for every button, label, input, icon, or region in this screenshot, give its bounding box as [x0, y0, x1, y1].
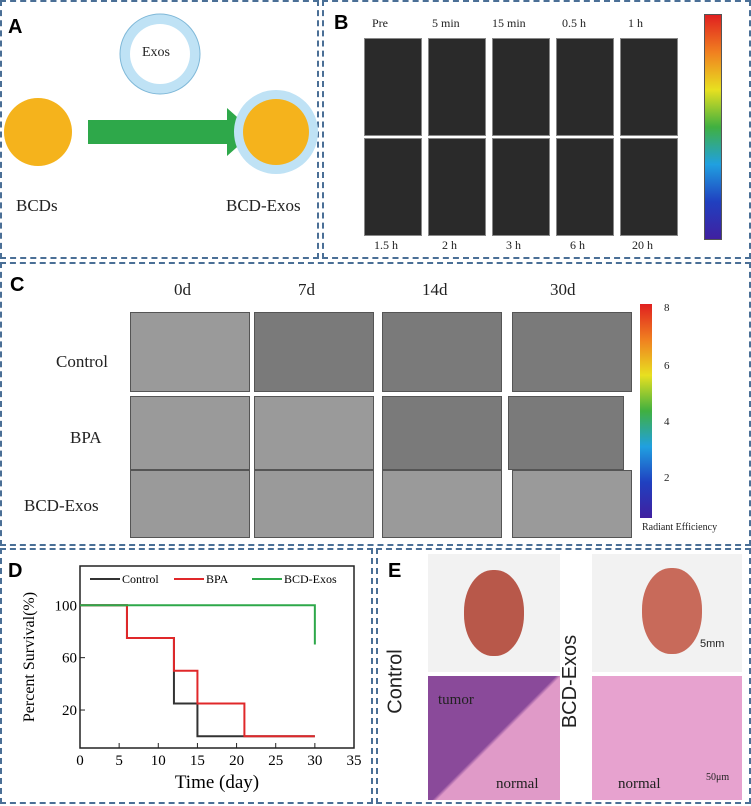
mouse-image: [428, 38, 486, 136]
mouse-image: [130, 312, 250, 392]
colorbar-tick: 4: [664, 416, 670, 428]
mouse-image: [492, 138, 550, 236]
survival-chart: 0 5 10 15 20 25 30 35 20 60 100 Time (day) Percent S…: [21, 565, 362, 793]
mouse-image: [254, 396, 374, 470]
mouse-image: [130, 396, 250, 470]
time-label: 2 h: [442, 238, 457, 252]
y-tick-label: 100: [55, 598, 78, 614]
colorbar-tick: 6: [664, 360, 670, 372]
panel-d: D 0 5 10 15 20 25 30 35 20 60 100 Time (day) Percent…: [0, 548, 373, 804]
time-label: 20 h: [632, 238, 653, 252]
exos-label: Exos: [142, 45, 170, 60]
x-tick-label: 10: [151, 753, 166, 769]
mouse-image: [130, 470, 250, 538]
x-tick-label: 25: [268, 753, 283, 769]
time-label: 6 h: [570, 238, 585, 252]
panel-c: C 0d 7d 14d 30d Control BPA BCD-Exos 8 6…: [0, 262, 751, 546]
series-line-bpa: [80, 604, 315, 738]
day-label: 7d: [298, 280, 315, 299]
x-tick-label: 20: [229, 753, 244, 769]
mouse-image: [364, 38, 422, 136]
mouse-image: [492, 38, 550, 136]
x-tick-label: 5: [115, 753, 123, 769]
he-stain-bcd-exos: [592, 676, 742, 800]
row-label: Control: [384, 649, 407, 714]
time-label: 3 h: [506, 238, 521, 252]
mouse-image: [620, 38, 678, 136]
x-tick-label: 30: [307, 753, 322, 769]
time-label: 1 h: [628, 16, 643, 30]
normal-label: normal: [496, 776, 539, 792]
colorbar-tick: 2: [664, 472, 670, 484]
legend-label: Control: [122, 572, 159, 586]
brain-image-control: [428, 554, 560, 672]
bcds-label: BCDs: [16, 196, 58, 215]
panel-label: C: [10, 274, 25, 296]
mouse-image: [512, 312, 632, 392]
x-axis-label: Time (day): [175, 772, 259, 793]
tumor-label: tumor: [438, 692, 474, 708]
scale-bar-label: 5mm: [700, 638, 725, 650]
row-label: BCD-Exos: [559, 634, 582, 729]
bcd-exos-label: BCD-Exos: [226, 196, 301, 215]
mouse-image: [508, 396, 624, 470]
panel-e: E 5mm tumor normal normal 50μm Control B…: [376, 548, 751, 804]
mouse-image: [254, 470, 374, 538]
time-label: 15 min: [492, 16, 526, 30]
time-label: Pre: [372, 16, 388, 30]
y-tick-label: 20: [62, 703, 77, 719]
mouse-image: [556, 38, 614, 136]
normal-label: normal: [618, 776, 661, 792]
colorbar-tick: 8: [664, 302, 670, 314]
legend-label: BCD-Exos: [284, 572, 337, 586]
he-stain-control: [428, 676, 560, 800]
panel-b: B Pre 5 min 15 min 0.5 h 1 h 1.5 h 2 h 3…: [322, 0, 751, 259]
panel-label: D: [8, 560, 23, 582]
y-tick-label: 60: [62, 651, 77, 667]
time-label: 1.5 h: [374, 238, 398, 252]
series-line-bcd-exos: [80, 604, 316, 645]
mouse-image: [556, 138, 614, 236]
panel-label: B: [334, 12, 349, 34]
panel-label: A: [8, 16, 23, 38]
day-label: 30d: [550, 280, 576, 299]
group-label: BCD-Exos: [24, 496, 99, 515]
mouse-image: [382, 312, 502, 392]
x-tick-label: 0: [76, 753, 84, 769]
mouse-image: [364, 138, 422, 236]
day-label: 14d: [422, 280, 448, 299]
panel-a: A Exos BCDs BCD-Exos: [0, 0, 319, 259]
mouse-image: [382, 396, 502, 470]
time-label: 0.5 h: [562, 16, 586, 30]
day-label: 0d: [174, 280, 191, 299]
colorbar: [640, 304, 652, 518]
x-tick-label: 15: [190, 753, 205, 769]
y-axis-label: Percent Survival(%): [21, 592, 38, 722]
brain-image-bcd-exos: [592, 554, 742, 672]
panel-label: E: [388, 560, 402, 582]
mouse-image: [382, 470, 502, 538]
legend-label: BPA: [206, 572, 229, 586]
bcd-exos-schematic: [4, 13, 318, 174]
mouse-image: [512, 470, 632, 538]
mouse-image: [428, 138, 486, 236]
colorbar: [704, 14, 722, 240]
x-tick-label: 35: [347, 753, 362, 769]
group-label: BPA: [70, 428, 102, 447]
scale-bar-label: 50μm: [706, 772, 730, 783]
colorbar-label: Radiant Efficiency: [642, 522, 718, 533]
time-label: 5 min: [432, 16, 460, 30]
group-label: Control: [56, 352, 108, 371]
mouse-image: [254, 312, 374, 392]
plot-frame: [79, 565, 355, 749]
mouse-image: [620, 138, 678, 236]
